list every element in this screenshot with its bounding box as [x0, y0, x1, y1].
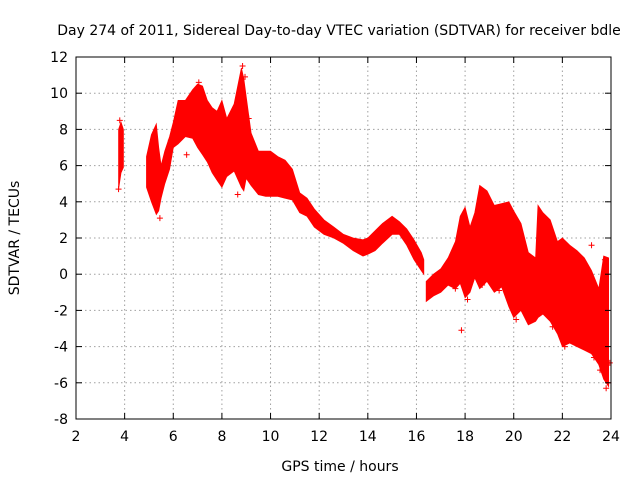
data-point: [242, 73, 249, 80]
data-point: [598, 354, 605, 361]
x-tick-label: 18: [456, 429, 474, 445]
sdtvar-band-0: [118, 120, 124, 190]
x-tick-label: 10: [262, 429, 280, 445]
data-point: [178, 113, 185, 120]
y-tick-label: 4: [59, 195, 68, 211]
data-point: [232, 166, 239, 173]
y-tick-label: 12: [50, 50, 68, 66]
data-point: [590, 354, 597, 361]
x-tick-label: 22: [553, 429, 571, 445]
data-point: [115, 186, 122, 193]
x-tick-label: 12: [310, 429, 328, 445]
y-tick-label: 10: [50, 86, 68, 102]
y-tick-label: 2: [59, 231, 68, 247]
chart-title: Day 274 of 2011, Sidereal Day-to-day VTE…: [57, 23, 621, 39]
x-tick-label: 24: [602, 429, 620, 445]
data-point: [239, 63, 246, 70]
y-tick-label: 0: [59, 267, 68, 283]
axes: [75, 56, 612, 420]
data-point: [245, 115, 252, 122]
y-axis-label: SDTVAR / TECUs: [7, 181, 23, 296]
data-point: [234, 191, 241, 198]
sdtvar-band-2: [425, 184, 609, 388]
data-point: [588, 242, 595, 249]
data-point: [183, 151, 190, 158]
data-point: [209, 144, 216, 151]
data-point: [156, 215, 163, 222]
data-point: [606, 359, 613, 366]
x-tick-label: 8: [217, 429, 226, 445]
data-point: [260, 189, 267, 196]
data-point: [603, 385, 610, 392]
y-tick-label: -8: [54, 412, 68, 428]
data-point: [458, 327, 465, 334]
data-point: [464, 296, 471, 303]
data-point: [561, 343, 568, 350]
x-tick-label: 14: [359, 429, 377, 445]
x-tick-labels: 2 4 6 8 10 12 14 16 18 20 22 24: [72, 429, 620, 445]
data-point: [496, 287, 503, 294]
data-point: [452, 285, 459, 292]
x-tick-label: 6: [169, 429, 178, 445]
data-point: [601, 256, 608, 263]
data-layer: [115, 63, 613, 392]
y-tick-label: -4: [54, 340, 68, 356]
sdtvar-band-1: [146, 67, 425, 276]
x-tick-label: 2: [72, 429, 81, 445]
data-point: [216, 173, 223, 180]
data-point: [167, 137, 174, 144]
x-tick-label: 4: [120, 429, 129, 445]
data-point: [549, 323, 556, 330]
y-tick-label: 8: [59, 122, 68, 138]
x-axis-label: GPS time / hours: [281, 459, 398, 475]
x-tick-label: 16: [408, 429, 426, 445]
data-point: [513, 316, 520, 323]
y-tick-labels: -8 -6 -4 -2 0 2 4 6 8 10 12: [50, 50, 68, 428]
data-point: [597, 367, 604, 374]
data-point: [195, 79, 202, 86]
data-point: [116, 117, 123, 124]
y-tick-label: -2: [54, 303, 68, 319]
y-tick-label: -6: [54, 376, 68, 392]
data-point: [479, 282, 486, 289]
y-tick-label: 6: [59, 159, 68, 175]
x-tick-label: 20: [505, 429, 523, 445]
